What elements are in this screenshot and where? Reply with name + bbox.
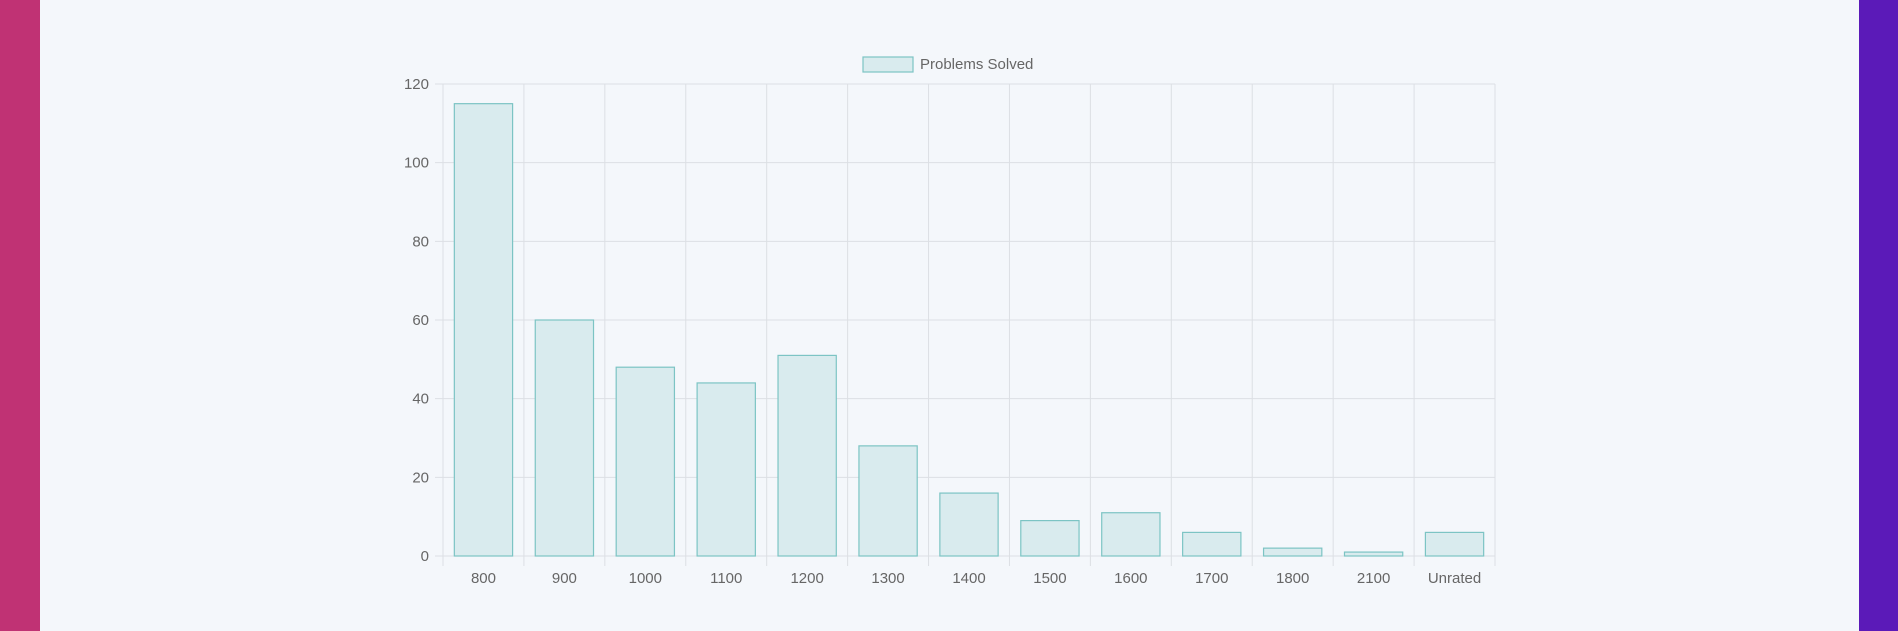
chart-legend[interactable]: Problems Solved [862,56,1033,73]
x-tick-label: 1700 [1195,570,1228,587]
x-tick-label: 900 [552,570,577,587]
bar[interactable] [777,354,837,557]
y-tick-label: 80 [412,233,429,250]
y-tick-label: 120 [404,76,429,93]
x-tick-label: 1300 [871,570,904,587]
bar[interactable] [615,366,676,557]
bar[interactable] [858,445,918,557]
y-tick-label: 20 [412,469,429,486]
x-tick-label: 1800 [1276,570,1309,587]
bar[interactable] [1343,551,1404,557]
bar[interactable] [1424,531,1485,557]
x-tick-label: 1100 [710,570,742,587]
bar[interactable] [1101,512,1161,557]
x-tick-label: 2100 [1357,570,1390,587]
y-tick-label: 0 [421,548,429,565]
bar[interactable] [1182,531,1242,557]
legend-swatch[interactable] [862,56,914,73]
x-tick-label: 1500 [1033,570,1066,587]
x-tick-label: 800 [471,570,496,587]
x-tick-label: 1600 [1114,570,1147,587]
bar[interactable] [1020,519,1080,557]
bar[interactable] [453,103,514,557]
y-tick-label: 60 [412,312,429,329]
chart-grid [435,83,1496,566]
y-tick-label: 40 [412,391,429,408]
x-tick-label: 1000 [629,570,662,587]
x-tick-label: 1200 [790,570,823,587]
right-accent-stripe [1859,0,1898,631]
left-accent-stripe [0,0,40,631]
bar[interactable] [1262,547,1323,557]
x-tick-label: Unrated [1428,570,1481,587]
bar[interactable] [696,382,756,557]
bar[interactable] [939,492,999,557]
bar[interactable] [534,319,595,557]
legend-label[interactable]: Problems Solved [920,56,1033,73]
chart-axes: 0 20 40 60 80 100 120 800 900 1000 1100 1200 1300 140… [404,76,1481,587]
y-tick-label: 100 [404,155,429,172]
x-tick-label: 1400 [952,570,985,587]
chart-bars [453,103,1485,557]
